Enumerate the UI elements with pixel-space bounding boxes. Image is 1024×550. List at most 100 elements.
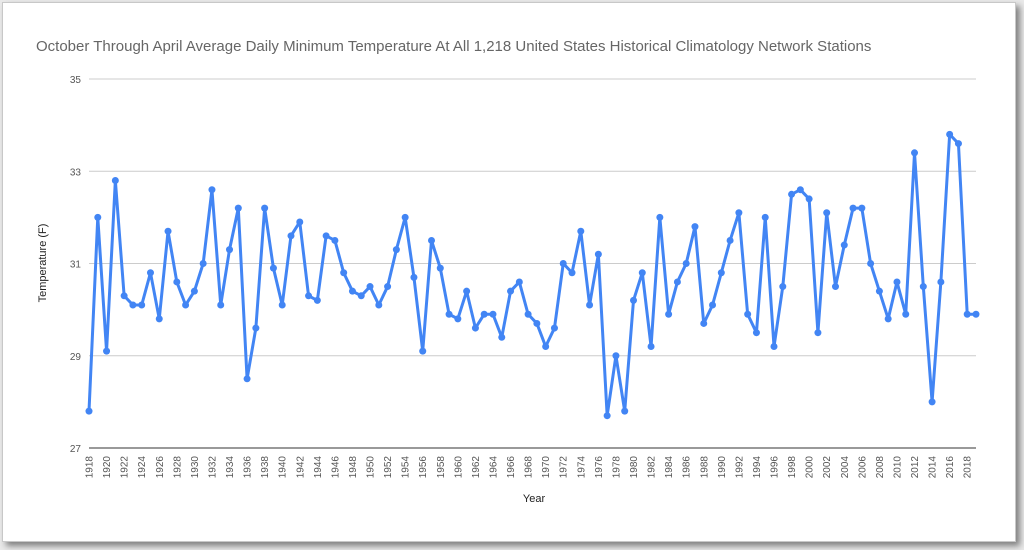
data-point: [893, 278, 901, 286]
data-point: [752, 329, 760, 337]
data-point: [252, 324, 260, 332]
x-tick-label: 2016: [945, 456, 956, 479]
data-point: [515, 278, 523, 286]
data-point: [744, 310, 752, 318]
x-tick-label: 2008: [875, 456, 886, 479]
x-tick-label: 2004: [840, 456, 851, 479]
data-point: [559, 260, 567, 267]
data-point: [691, 223, 699, 231]
data-point: [972, 310, 980, 318]
x-tick-label: 1994: [752, 456, 763, 479]
data-point: [612, 352, 620, 360]
x-tick-label: 1968: [524, 456, 535, 479]
data-point: [788, 190, 796, 198]
data-point: [155, 315, 163, 323]
x-tick-label: 1976: [594, 456, 605, 479]
data-point: [937, 278, 945, 286]
x-tick-label: 1996: [770, 456, 781, 479]
data-point: [831, 283, 839, 291]
data-point: [436, 264, 444, 272]
data-point: [867, 260, 875, 267]
data-point: [94, 213, 102, 221]
y-axis-ticks: 27 29 31 33 35: [70, 75, 82, 455]
x-tick-label: 1928: [172, 456, 183, 479]
data-point: [146, 269, 154, 277]
y-tick-label: 31: [70, 260, 82, 271]
data-point: [911, 149, 919, 157]
data-point: [428, 236, 435, 244]
x-tick-label: 2002: [822, 456, 833, 479]
data-point: [173, 278, 181, 286]
x-tick-label: 2006: [857, 456, 868, 479]
data-point: [796, 186, 804, 194]
data-point: [726, 236, 734, 244]
data-point: [533, 319, 541, 327]
data-point: [498, 333, 506, 341]
data-point: [928, 398, 936, 406]
data-point: [111, 176, 119, 184]
data-point: [269, 264, 277, 272]
data-point: [919, 283, 927, 291]
x-tick-label: 1966: [506, 456, 517, 479]
data-point: [823, 209, 831, 217]
x-tick-label: 1934: [225, 456, 236, 479]
data-point: [884, 315, 892, 323]
x-tick-label: 1988: [699, 456, 710, 479]
data-point: [963, 310, 971, 318]
data-point: [366, 283, 374, 291]
y-tick-label: 29: [70, 352, 82, 363]
x-tick-label: 1936: [243, 456, 254, 479]
data-point: [410, 273, 418, 281]
x-tick-label: 1964: [488, 456, 499, 479]
data-point: [182, 301, 190, 309]
data-point: [199, 260, 207, 267]
data-point: [840, 241, 848, 249]
x-tick-label: 1984: [664, 456, 675, 479]
data-point: [384, 283, 392, 291]
data-point: [954, 140, 962, 148]
x-tick-label: 1930: [190, 456, 201, 479]
data-point: [805, 195, 813, 203]
data-point: [480, 310, 488, 318]
data-point: [603, 412, 611, 420]
x-tick-label: 1998: [787, 456, 798, 479]
x-tick-label: 1932: [207, 456, 218, 479]
data-point: [103, 347, 111, 355]
x-tick-label: 1926: [155, 456, 166, 479]
data-point: [322, 232, 330, 240]
data-point: [313, 296, 321, 304]
data-point: [190, 287, 198, 295]
data-point: [217, 301, 225, 309]
x-tick-label: 1990: [717, 456, 728, 479]
data-point: [129, 301, 137, 309]
x-tick-label: 1960: [453, 456, 464, 479]
data-point: [234, 204, 242, 212]
data-point: [770, 343, 778, 351]
x-axis-ticks: 1918 1920 1922 1924 1926 1928 1930 1932 1934 1936…: [85, 456, 974, 479]
data-point: [296, 218, 304, 226]
x-tick-label: 1958: [436, 456, 447, 479]
data-point: [902, 310, 910, 318]
x-tick-label: 1918: [85, 456, 96, 479]
x-tick-label: 1944: [313, 456, 324, 479]
x-tick-label: 1954: [401, 456, 412, 479]
x-tick-label: 1962: [471, 456, 482, 479]
y-tick-label: 35: [70, 75, 82, 86]
x-tick-label: 1920: [102, 456, 113, 479]
data-point: [375, 301, 383, 309]
data-point: [673, 278, 681, 286]
x-tick-label: 1940: [278, 456, 289, 479]
x-tick-label: 2018: [963, 456, 974, 479]
data-point: [261, 204, 269, 212]
x-tick-label: 1980: [629, 456, 640, 479]
data-point: [682, 260, 690, 267]
data-point: [331, 236, 339, 244]
data-point: [340, 269, 348, 277]
x-tick-label: 1956: [418, 456, 429, 479]
y-axis-label: Temperature (F): [37, 224, 49, 303]
x-tick-label: 1948: [348, 456, 359, 479]
data-point: [226, 246, 234, 254]
x-tick-label: 1922: [120, 456, 131, 479]
series-line: [87, 132, 976, 418]
